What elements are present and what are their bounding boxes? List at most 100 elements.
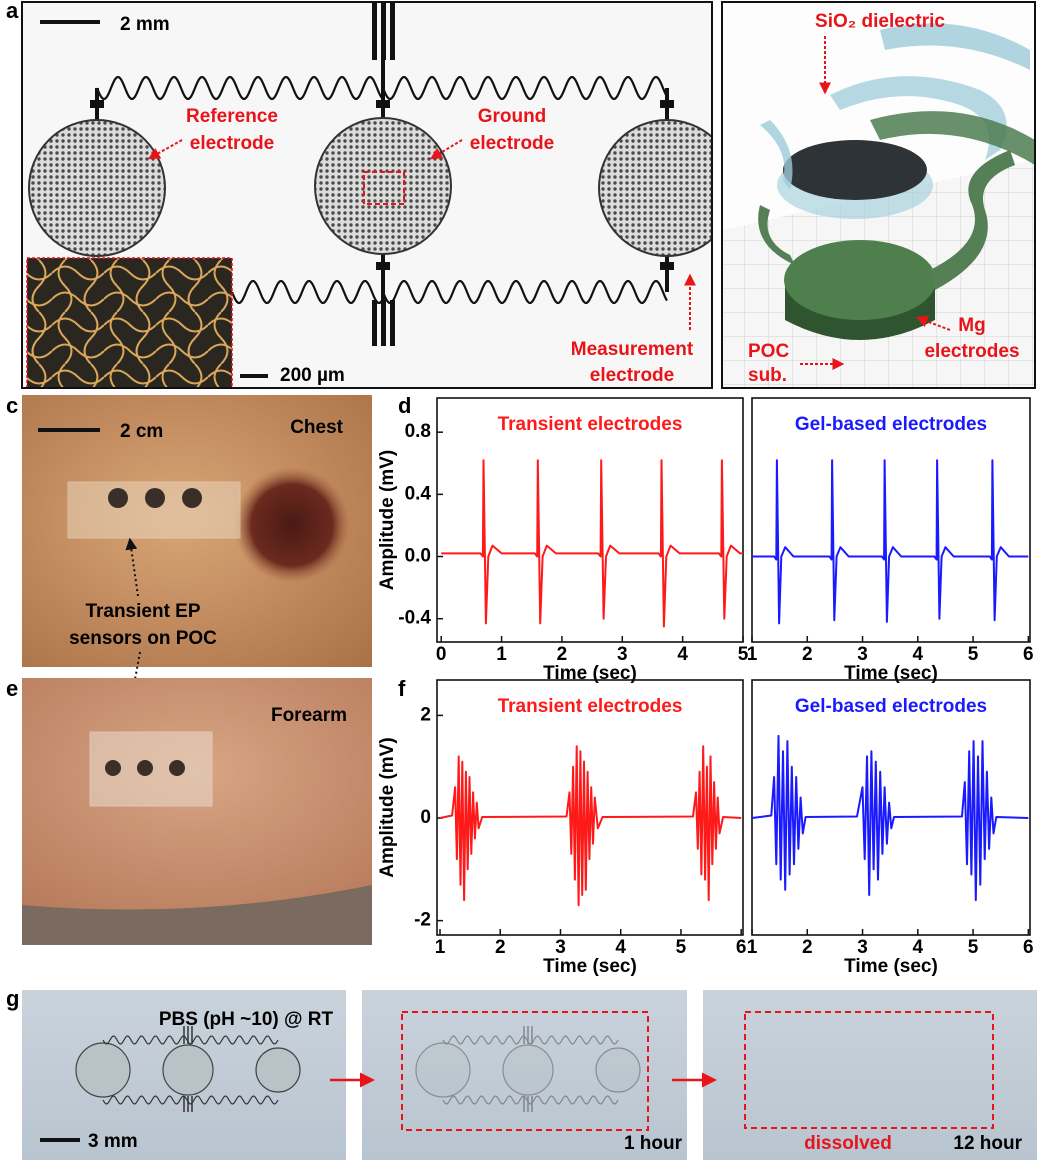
panel-label: g <box>6 986 19 1011</box>
electrode <box>314 117 452 255</box>
lead <box>390 300 395 346</box>
site-label: Forearm <box>271 705 347 726</box>
dissolution-box <box>401 1011 649 1131</box>
x-tick-label: 2 <box>802 644 813 665</box>
annotation: Reference <box>186 106 278 127</box>
arrow <box>915 315 951 331</box>
device-electrode <box>75 1042 131 1098</box>
x-tick-label: 4 <box>913 644 924 665</box>
panel-frame <box>721 1 1036 389</box>
status-label: dissolved <box>804 1133 892 1154</box>
x-tick-label: 4 <box>615 937 626 958</box>
dielectric <box>880 23 1030 70</box>
annotation: electrode <box>590 365 674 386</box>
x-axis-title: Time (sec) <box>844 663 938 684</box>
interconnect <box>381 279 668 305</box>
x-tick-label: 1 <box>496 644 507 665</box>
lead <box>372 2 377 60</box>
contact-pad <box>90 100 104 108</box>
y-tick-label: 2 <box>420 704 431 725</box>
electrode <box>598 119 712 257</box>
x-tick-label: 3 <box>617 644 628 665</box>
interconnect <box>442 1035 619 1045</box>
annotation: Transient EP <box>85 601 200 622</box>
device-electrode <box>595 1047 641 1093</box>
device-electrode <box>255 1047 301 1093</box>
x-axis-title: Time (sec) <box>543 956 637 977</box>
y-tick-label: 0.8 <box>405 421 431 442</box>
inset-image <box>26 257 233 388</box>
x-tick-label: 2 <box>557 644 568 665</box>
panel-label: a <box>6 0 19 23</box>
panel-b <box>722 2 1035 388</box>
annotation: Mg <box>958 315 985 336</box>
x-tick-label: 1 <box>747 644 758 665</box>
time-label: 12 hour <box>953 1133 1022 1154</box>
chart-title: Transient electrodes <box>498 414 683 435</box>
x-tick-label: 6 <box>1023 937 1034 958</box>
photo-1h <box>362 990 687 1160</box>
chart-title: Gel-based electrodes <box>795 696 987 717</box>
dielectric <box>760 120 793 190</box>
annotation: Ground <box>478 106 547 127</box>
x-tick-label: 2 <box>495 937 506 958</box>
contact-pad <box>376 262 390 270</box>
lead <box>381 2 386 60</box>
annotation: SiO₂ dielectric <box>815 11 945 32</box>
panel-frame <box>21 1 713 389</box>
device <box>75 1026 301 1112</box>
x-tick-label: 4 <box>677 644 688 665</box>
device-electrode <box>502 1044 554 1096</box>
x-tick-label: 3 <box>857 937 868 958</box>
x-tick-label: 4 <box>913 937 924 958</box>
interconnect <box>102 1095 279 1105</box>
interconnect <box>230 279 384 305</box>
annotation: POC <box>748 341 789 362</box>
interconnect <box>102 1035 279 1045</box>
dielectric <box>830 76 1007 160</box>
interconnect <box>930 150 1015 290</box>
electrode-top <box>784 240 936 320</box>
signal-line <box>441 459 743 628</box>
photo-detail <box>234 467 350 583</box>
chart-title: Transient electrodes <box>498 696 683 717</box>
dissolution-box <box>744 1011 994 1129</box>
x-tick-label: 2 <box>802 937 813 958</box>
plot-frame <box>436 397 744 643</box>
scale-label: 3 mm <box>88 1131 138 1152</box>
panel-label: e <box>6 676 18 701</box>
interconnects <box>90 2 674 346</box>
device-electrode <box>415 1042 471 1098</box>
annotation: electrode <box>470 133 554 154</box>
x-tick-label: 3 <box>555 937 566 958</box>
device-electrode <box>145 488 165 508</box>
y-tick-label: 0.4 <box>405 483 432 504</box>
lead <box>390 2 395 60</box>
panel-label: f <box>398 676 406 701</box>
interconnect <box>95 75 384 101</box>
plot-frame <box>751 397 1031 643</box>
x-tick-label: 0 <box>436 644 447 665</box>
panel-label: d <box>398 393 411 418</box>
signal-line <box>752 459 1029 625</box>
scale-label: 2 cm <box>120 421 163 442</box>
plot-frame <box>436 679 744 936</box>
annotation: sub. <box>748 365 787 386</box>
scale-label: 2 mm <box>120 14 170 35</box>
y-axis-title: Amplitude (mV) <box>377 737 398 877</box>
device <box>67 481 241 539</box>
y-tick-label: 0.0 <box>405 546 431 567</box>
lead <box>381 300 386 346</box>
device-electrode <box>105 760 121 776</box>
x-tick-label: 5 <box>738 644 749 665</box>
arrow <box>429 139 463 160</box>
annotation: Measurement <box>571 339 694 360</box>
interconnect <box>442 1095 619 1105</box>
scale-label: 200 µm <box>280 365 345 386</box>
contact-pad <box>660 100 674 108</box>
electrode-top <box>783 140 927 200</box>
device-photo <box>75 1026 641 1112</box>
x-axis-title: Time (sec) <box>543 663 637 684</box>
x-tick-label: 5 <box>676 937 687 958</box>
